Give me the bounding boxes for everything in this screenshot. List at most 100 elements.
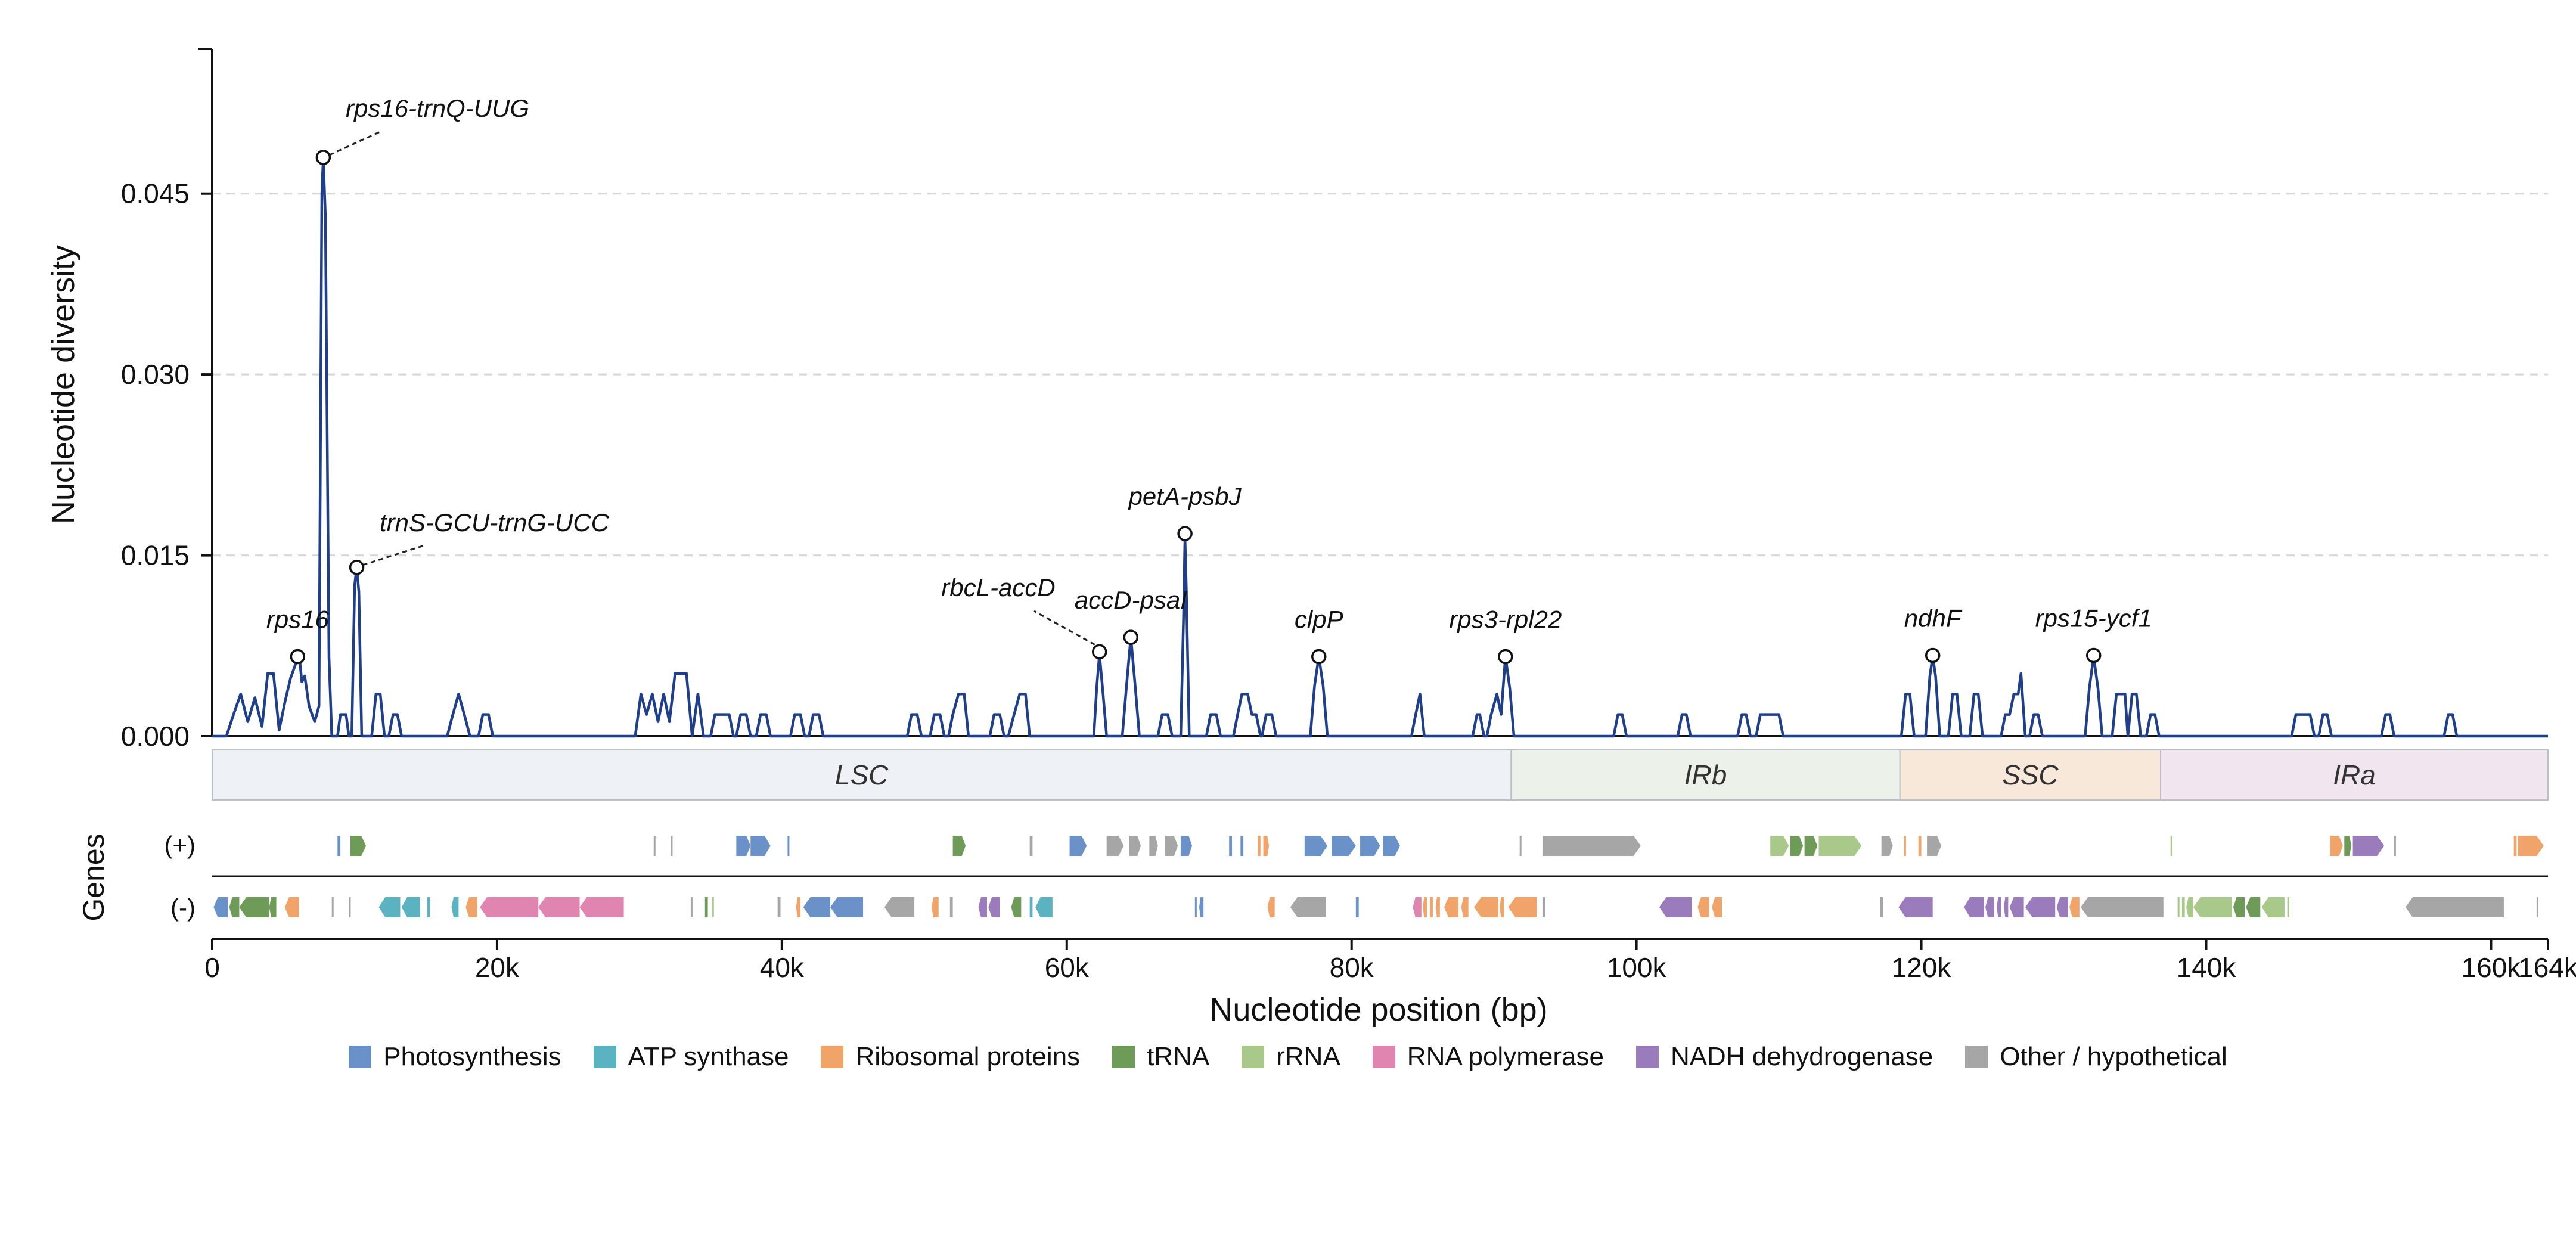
gene-minus: [796, 897, 800, 917]
gene-plus: [1240, 836, 1244, 856]
gene-minus: [451, 897, 459, 917]
legend-swatch: [349, 1046, 372, 1068]
x-tick-label: 0: [204, 952, 220, 983]
gene-plus: [1263, 836, 1270, 856]
legend-swatch: [593, 1046, 616, 1068]
gene-minus: [2246, 897, 2261, 917]
legend-item: ATP synthase: [593, 1042, 789, 1072]
legend-label: tRNA: [1147, 1042, 1210, 1071]
gridlines: [212, 193, 2548, 557]
peak-marker: [290, 649, 306, 665]
region-label: IRa: [2333, 759, 2376, 790]
peak-label: rps16-trnQ-UUG: [346, 94, 529, 122]
gene-minus: [2056, 897, 2068, 917]
gene-plus: [2330, 836, 2343, 856]
gene-plus: [2344, 836, 2352, 856]
strand-minus-label: (-): [170, 894, 195, 922]
gene-minus: [1712, 897, 1722, 917]
gene-minus: [465, 897, 477, 917]
gene-minus: [2181, 897, 2185, 917]
y-tick-label: 0.000: [121, 721, 190, 752]
gene-plus: [1149, 836, 1158, 856]
legend-swatch: [1242, 1046, 1265, 1068]
peak-leader-line: [362, 544, 425, 566]
gene-minus: [213, 897, 228, 917]
gene-minus: [1423, 897, 1427, 917]
gene-minus: [2233, 897, 2245, 917]
gene-plus: [736, 836, 751, 856]
gene-minus: [331, 897, 334, 917]
x-tick-label: 20k: [475, 952, 520, 983]
legend-swatch: [1372, 1046, 1395, 1068]
gene-minus: [284, 897, 299, 917]
legend-item: Photosynthesis: [349, 1042, 561, 1072]
peak-label: rps3-rpl22: [1449, 605, 1562, 633]
legend-item: rRNA: [1242, 1042, 1340, 1072]
gene-minus: [2004, 897, 2009, 917]
peak-label: trnS-GCU-trnG-UCC: [380, 508, 610, 536]
legend-swatch: [1112, 1046, 1135, 1068]
gene-minus: [803, 897, 831, 917]
legend-label: Photosynthesis: [383, 1042, 561, 1071]
x-tick-label: 140k: [2177, 952, 2237, 983]
gene-minus: [2069, 897, 2080, 917]
gene-minus: [1880, 897, 1883, 917]
gene-minus: [690, 897, 693, 917]
gene-plus: [653, 836, 656, 856]
gene-minus: [579, 897, 624, 917]
legend-item: RNA polymerase: [1372, 1042, 1604, 1072]
gene-plus: [1029, 836, 1033, 856]
gene-minus: [1355, 897, 1359, 917]
legend-item: tRNA: [1112, 1042, 1209, 1072]
gene-minus: [1199, 897, 1204, 917]
legend-item: Ribosomal proteins: [821, 1042, 1080, 1072]
gene-minus: [2193, 897, 2232, 917]
gene-plus: [1304, 836, 1328, 856]
y-tick-label: 0.015: [121, 540, 190, 571]
gene-plus: [1106, 836, 1124, 856]
gene-minus: [2406, 897, 2504, 917]
gene-minus: [229, 897, 240, 917]
legend-label: Ribosomal proteins: [855, 1042, 1081, 1071]
gene-plus: [1804, 836, 1818, 856]
y-tick-label: 0.030: [121, 359, 190, 390]
gene-minus: [712, 897, 714, 917]
gene-minus: [2081, 897, 2164, 917]
region-irb: [1510, 749, 1901, 801]
gene-minus: [1997, 897, 2001, 917]
gene-minus: [2025, 897, 2056, 917]
region-label: LSC: [835, 759, 889, 790]
gene-minus: [1964, 897, 1984, 917]
gene-plus: [1542, 836, 1641, 856]
gene-minus: [2177, 897, 2180, 917]
gene-minus: [1430, 897, 1433, 917]
gene-minus: [1500, 897, 1504, 917]
gene-minus: [1697, 897, 1709, 917]
gene-minus: [538, 897, 580, 917]
gene-minus: [2186, 897, 2193, 917]
gene-plus: [2394, 836, 2396, 856]
x-axis-label: Nucleotide position (bp): [1209, 992, 1547, 1028]
x-tick-label: 160k: [2462, 952, 2522, 983]
gene-plus: [1257, 836, 1261, 856]
gene-minus: [704, 897, 708, 917]
gene-minus: [931, 897, 939, 917]
gene-minus: [1474, 897, 1498, 917]
legend-item: Other / hypothetical: [1965, 1042, 2227, 1072]
gene-minus: [1035, 897, 1053, 917]
legend-item: NADH dehydrogenase: [1635, 1042, 1933, 1072]
gene-minus: [2536, 897, 2538, 917]
peak-leader-line: [328, 130, 382, 156]
region-label: IRb: [1684, 759, 1727, 790]
gene-category-legend: Photosynthesis ATP synthase Ribosomal prot…: [0, 1042, 2576, 1072]
gene-plus: [787, 836, 790, 856]
gene-minus: [378, 897, 401, 917]
axis-text: Nucleotide diversity Nucleotide position…: [45, 245, 1548, 1028]
region-lsc: [212, 749, 1512, 801]
legend-label: rRNA: [1276, 1042, 1340, 1071]
peak-label: clpP: [1295, 605, 1343, 633]
peak-label: ndhF: [1904, 604, 1963, 632]
peak-marker: [349, 560, 365, 575]
peak-marker: [1091, 644, 1107, 660]
diversity-series-line: [212, 156, 2548, 738]
